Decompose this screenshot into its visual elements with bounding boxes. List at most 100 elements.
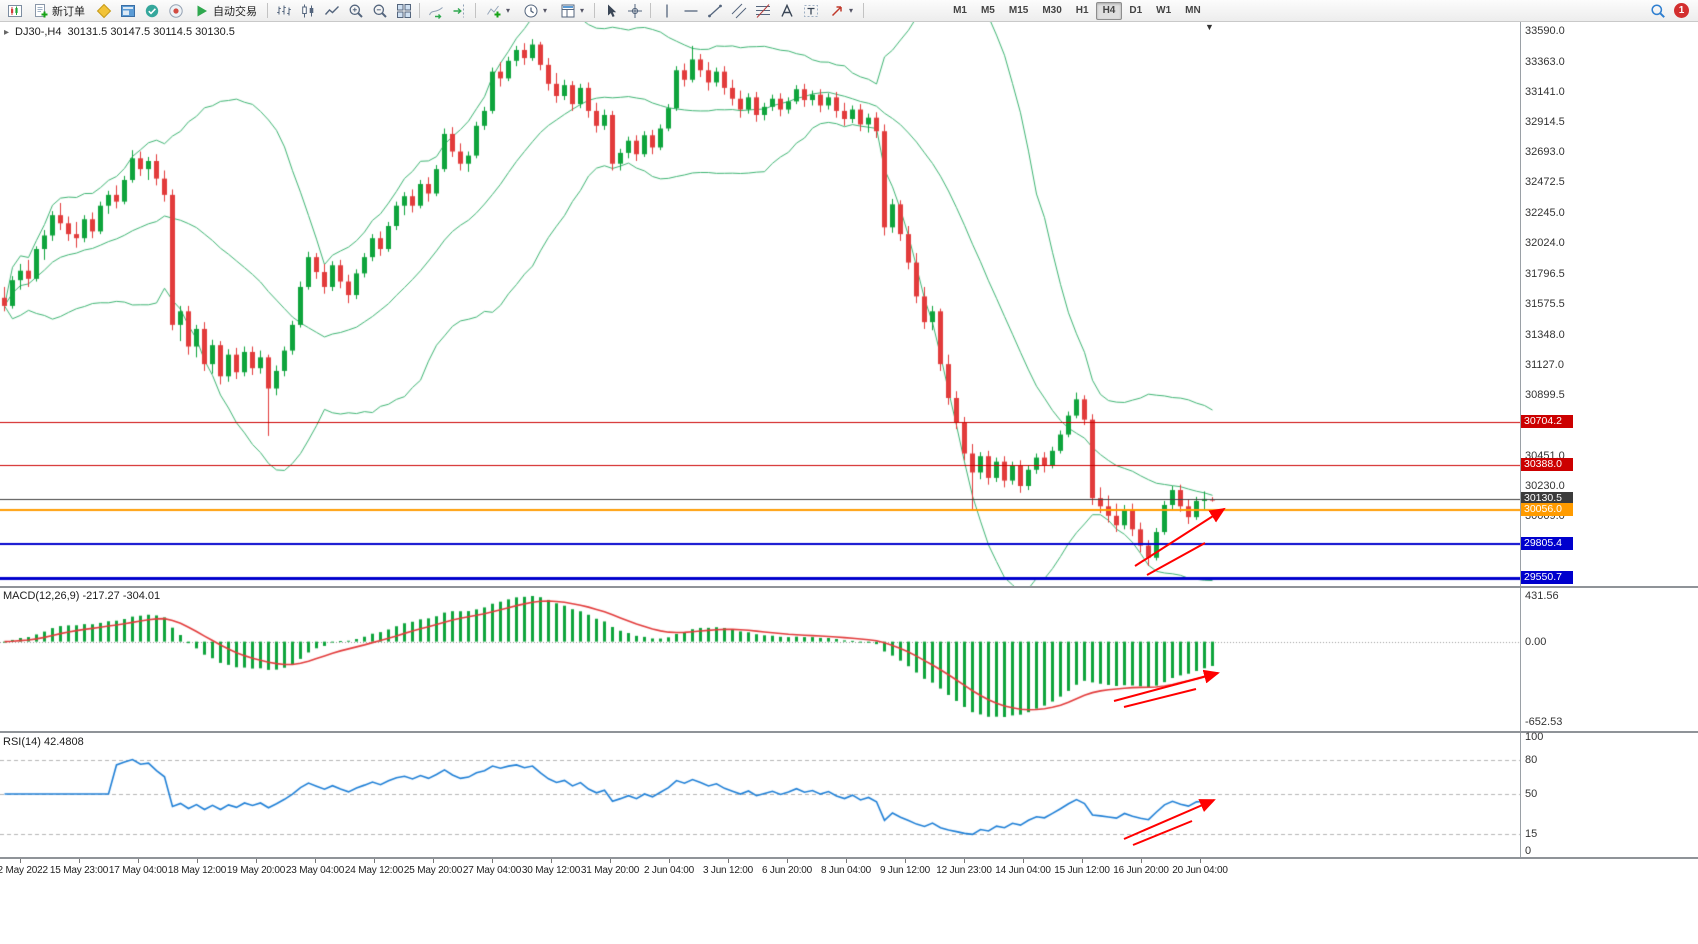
time-label: 6 Jun 20:00	[761, 865, 813, 876]
ohlc-values: 30131.5 30147.5 30114.5 30130.5	[67, 26, 235, 38]
timeframe-m1[interactable]: M1	[946, 2, 974, 20]
time-label: 12 Jun 23:00	[936, 865, 992, 876]
panel-separator[interactable]	[0, 731, 1698, 733]
price-axis[interactable]: 33590.0 33363.0 33141.0 32914.5 32693.0 32472…	[1520, 0, 1698, 944]
crosshair-icon	[627, 3, 642, 18]
time-label: 24 May 12:00	[344, 865, 404, 876]
rsi-scale-label: 100	[1525, 731, 1544, 743]
horizontal-line-icon	[684, 9, 698, 12]
terminal-button[interactable]	[116, 1, 139, 21]
main-chart-canvas[interactable]	[0, 22, 1520, 586]
autotrading-button[interactable]: 自动交易	[188, 1, 263, 21]
auto-scroll-button[interactable]	[424, 1, 447, 21]
search-button[interactable]	[1646, 1, 1669, 21]
time-label: 3 Jun 12:00	[702, 865, 754, 876]
new-order-label: 新订单	[52, 5, 85, 18]
price-tick: 32472.5	[1525, 176, 1565, 189]
price-tick: 33363.0	[1525, 55, 1565, 68]
crosshair-button[interactable]	[623, 1, 646, 21]
price-tick: 30230.0	[1525, 480, 1565, 492]
zoom-out-button[interactable]	[368, 1, 391, 21]
fibonacci-icon	[755, 3, 770, 18]
template-icon	[561, 4, 575, 17]
rsi-scale-label: 50	[1525, 788, 1538, 800]
time-label: 19 May 20:00	[226, 865, 286, 876]
tile-windows-icon	[396, 3, 411, 18]
community-icon	[168, 3, 183, 18]
timeframe-m15[interactable]: M15	[1002, 2, 1035, 20]
macd-scale-label: -652.53	[1525, 716, 1563, 728]
time-tick	[728, 859, 729, 863]
periods-button[interactable]: ▾	[517, 1, 553, 21]
time-tick	[315, 859, 316, 863]
line-chart-type-button[interactable]	[320, 1, 343, 21]
timeframe-w1[interactable]: W1	[1149, 2, 1178, 20]
zoom-in-button[interactable]	[344, 1, 367, 21]
time-tick	[1141, 859, 1142, 863]
equidistant-channel-tool[interactable]	[727, 1, 750, 21]
new-chart-button[interactable]	[3, 1, 26, 21]
timeframe-d1[interactable]: D1	[1122, 2, 1149, 20]
horizontal-line-tool[interactable]	[679, 1, 702, 21]
cursor-icon	[607, 4, 616, 17]
price-tick: 31348.0	[1525, 328, 1565, 341]
macd-scale-label: 0.00	[1525, 635, 1547, 648]
rsi-canvas[interactable]	[0, 733, 1520, 857]
panel-separator[interactable]	[0, 857, 1698, 859]
time-tick	[79, 859, 80, 863]
cursor-button[interactable]	[599, 1, 622, 21]
community-button[interactable]	[164, 1, 187, 21]
price-tick: 31796.5	[1525, 267, 1565, 280]
text-label-tool[interactable]	[799, 1, 822, 21]
chart-shift-button[interactable]	[448, 1, 471, 21]
panel-separator[interactable]	[0, 586, 1698, 588]
time-tick	[905, 859, 906, 863]
metaeditor-button[interactable]	[92, 1, 115, 21]
time-tick	[787, 859, 788, 863]
timeframe-mn[interactable]: MN	[1178, 2, 1208, 20]
trendline-tool[interactable]	[703, 1, 726, 21]
price-tick: 32914.5	[1525, 116, 1565, 129]
time-tick	[964, 859, 965, 863]
market-button[interactable]	[140, 1, 163, 21]
candlestick-type-button[interactable]	[296, 1, 319, 21]
timeframe-m5[interactable]: M5	[974, 2, 1002, 20]
arrows-tool[interactable]: ▾	[823, 1, 859, 21]
autotrading-play-icon	[197, 5, 207, 16]
time-label: 12 May 2022	[0, 865, 48, 876]
text-tool[interactable]	[775, 1, 798, 21]
timeframe-h4[interactable]: H4	[1095, 1, 1123, 20]
price-badge: 30130.5	[1521, 492, 1573, 506]
chevron-down-icon: ▾	[506, 6, 511, 15]
vertical-line-tool[interactable]	[655, 1, 678, 21]
time-label: 20 Jun 04:00	[1172, 865, 1228, 876]
one-click-trading-toggle[interactable]: ▸	[4, 26, 10, 38]
rsi-scale-label: 0	[1525, 845, 1532, 857]
bar-chart-type-button[interactable]	[272, 1, 295, 21]
time-tick	[1082, 859, 1083, 863]
chart-shift-icon	[453, 4, 464, 17]
chart-shift-marker: ▼	[1205, 22, 1214, 32]
text-a-icon	[780, 3, 793, 17]
time-label: 30 May 12:00	[521, 865, 581, 876]
time-label: 15 Jun 12:00	[1054, 865, 1110, 876]
fibonacci-tool[interactable]	[751, 1, 774, 21]
indicators-button[interactable]: ▾	[480, 1, 516, 21]
price-badge: 30056.0	[1521, 502, 1573, 516]
auto-scroll-icon	[428, 6, 443, 19]
new-order-button[interactable]: 新订单	[27, 1, 91, 21]
tile-windows-button[interactable]	[392, 1, 415, 21]
trendline-icon	[707, 4, 722, 17]
toolbar-separator	[419, 3, 420, 18]
rsi-name: RSI(14)	[3, 736, 41, 748]
timeframe-h1[interactable]: H1	[1069, 2, 1096, 20]
templates-button[interactable]: ▾	[554, 1, 590, 21]
timeframe-m30[interactable]: M30	[1035, 2, 1068, 20]
toolbar-separator	[863, 3, 865, 18]
price-badge: 30388.0	[1521, 457, 1573, 471]
notification-badge[interactable]: 1	[1674, 3, 1689, 18]
time-tick	[20, 859, 21, 863]
macd-canvas[interactable]	[0, 588, 1520, 731]
time-tick	[669, 859, 670, 863]
